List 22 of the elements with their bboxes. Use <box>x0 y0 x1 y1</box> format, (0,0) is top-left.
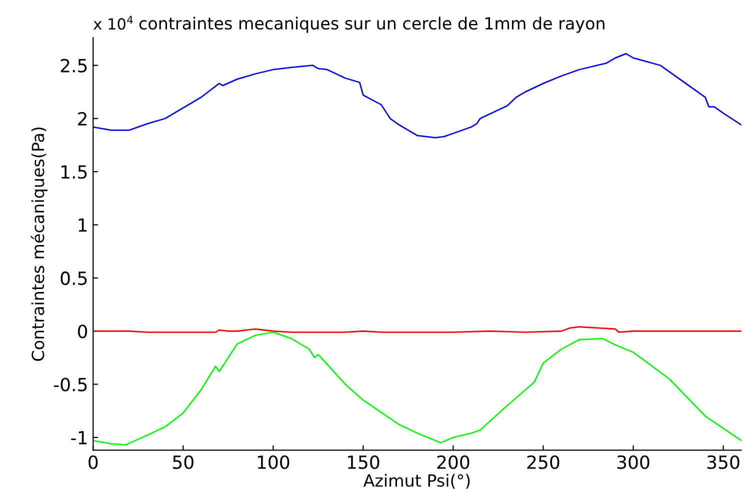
y-axis-title: Contraintes mécaniques(Pa) <box>30 128 48 361</box>
x-tick-label: 300 <box>617 455 650 470</box>
y-tick-label: 0.5 <box>60 271 87 286</box>
y-tick-label: 1 <box>78 218 87 232</box>
y-tick-label: 1.5 <box>62 165 87 179</box>
y-tick-label: 2 <box>78 112 86 126</box>
y-tick-label: -1 <box>71 431 87 444</box>
x-tick-label: 350 <box>707 455 740 470</box>
text: x 10$^{4}$ <box>94 16 133 30</box>
line-series <box>93 52 742 138</box>
x-tick-label: 150 <box>348 455 380 470</box>
y-tick-label: 2.5 <box>60 58 87 72</box>
x-tick-label: 0 <box>88 455 98 470</box>
x-tick-label: 100 <box>258 455 290 470</box>
y-tick-label: 0 <box>78 324 88 338</box>
x-tick-label: 50 <box>173 455 194 470</box>
x-tick-label: 250 <box>527 455 560 470</box>
line-series <box>93 331 742 446</box>
chart-title: contraintes mecaniques sur un cercle de 1mm de rayon <box>139 16 604 33</box>
x-tick-label: 200 <box>437 455 470 470</box>
y-tick-label: -0.5 <box>54 378 87 392</box>
x-axis-title: Azimut Psi(°) <box>363 474 470 489</box>
